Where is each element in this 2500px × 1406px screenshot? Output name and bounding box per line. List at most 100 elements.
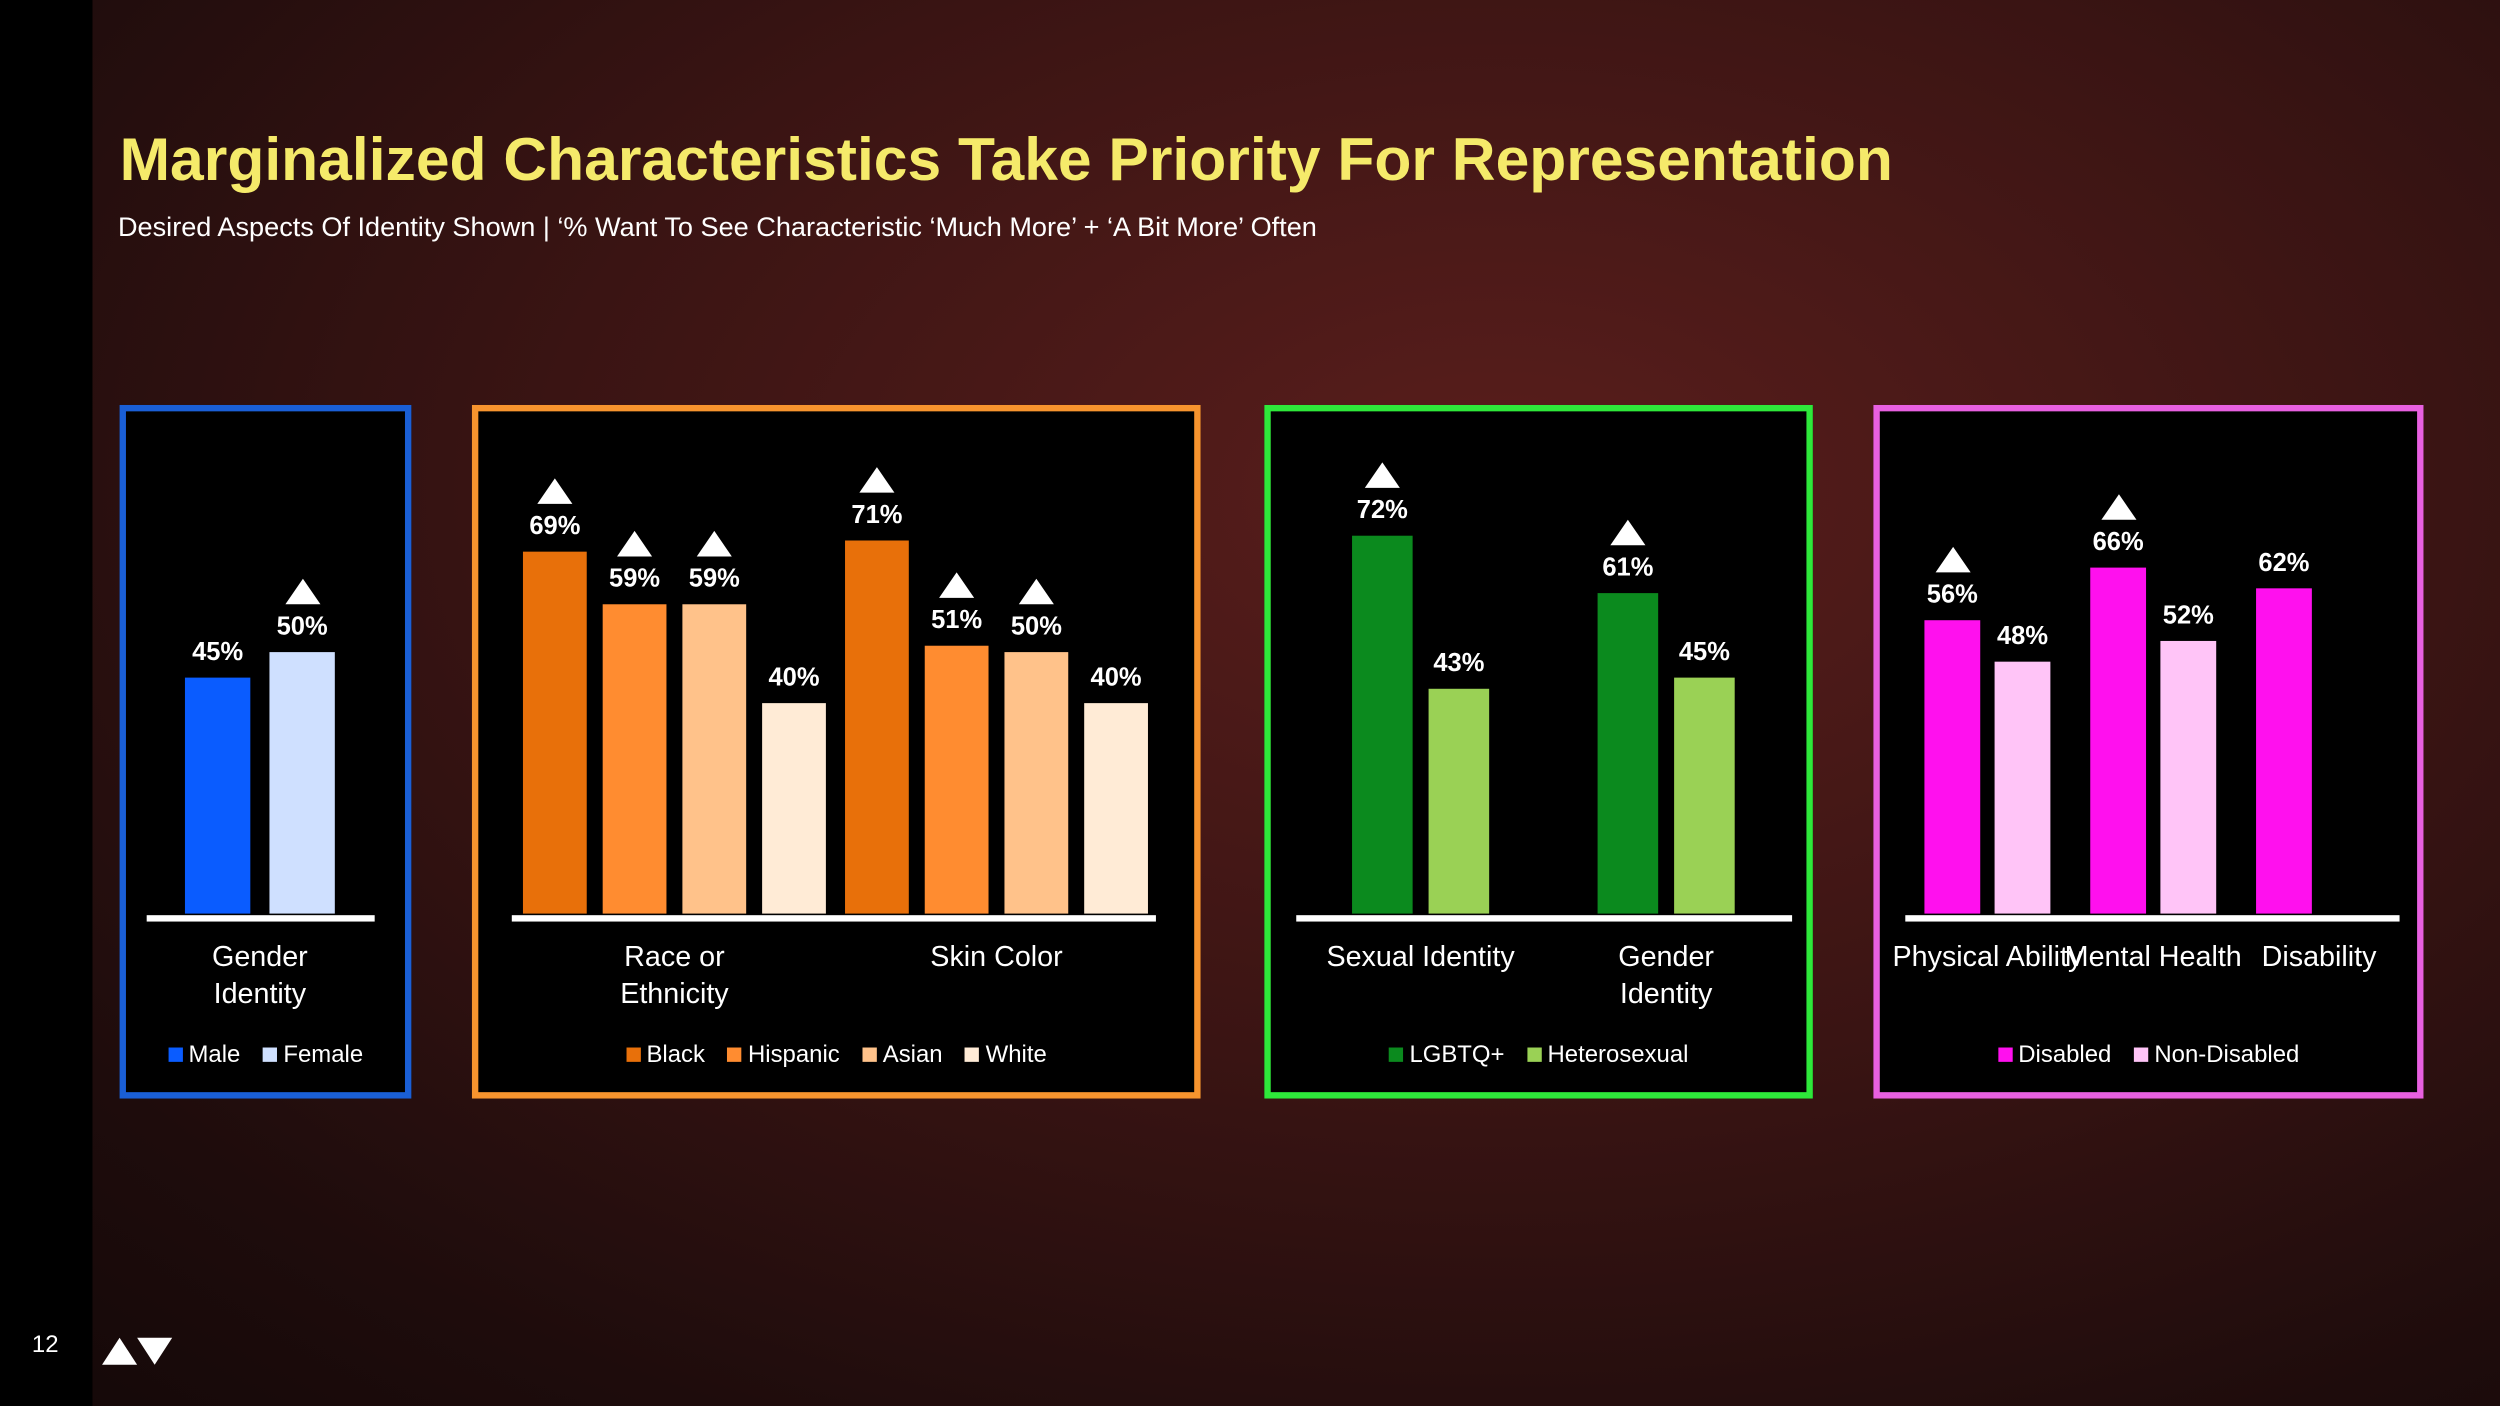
bar xyxy=(1428,688,1490,914)
significance-marker xyxy=(859,467,895,494)
legend: Black Hispanic Asian White xyxy=(625,1041,1047,1069)
logo xyxy=(102,1337,173,1365)
value-label: 72% xyxy=(1356,497,1408,525)
significance-marker xyxy=(1610,520,1646,546)
legend-label: Disabled xyxy=(2018,1041,2112,1069)
bar xyxy=(1924,619,1981,914)
baseline xyxy=(1905,915,2400,922)
value-label: 45% xyxy=(1678,639,1730,667)
category-label: Race or Ethnicity xyxy=(620,940,729,1010)
side-strip xyxy=(0,0,93,1406)
bar xyxy=(1004,651,1069,914)
value-label: 61% xyxy=(1602,555,1654,583)
bar xyxy=(1994,661,2051,914)
value-label: 50% xyxy=(276,613,328,641)
legend-swatch xyxy=(2133,1047,2149,1062)
significance-marker xyxy=(939,572,975,599)
legend-swatch xyxy=(862,1047,877,1062)
legend-swatch xyxy=(964,1047,980,1062)
legend-item: Female xyxy=(262,1041,364,1069)
legend-item: Asian xyxy=(862,1041,943,1068)
legend-label: White xyxy=(985,1041,1047,1069)
legend-item: Male xyxy=(167,1041,240,1068)
value-label: 71% xyxy=(851,502,903,530)
bar xyxy=(682,604,747,914)
category-label: Disability xyxy=(2261,940,2377,973)
baseline xyxy=(511,915,1156,922)
category-label: Skin Color xyxy=(930,940,1063,973)
legend: Disabled Non-Disabled xyxy=(1997,1041,2300,1069)
significance-marker xyxy=(284,577,320,604)
value-label: 62% xyxy=(2258,550,2310,578)
chart-frame xyxy=(471,404,1201,1099)
bar xyxy=(184,677,251,914)
baseline xyxy=(146,915,375,922)
category-label: Sexual Identity xyxy=(1326,940,1515,973)
bar xyxy=(924,646,989,914)
bar xyxy=(2090,567,2147,914)
bar xyxy=(2256,588,2312,914)
legend-swatch xyxy=(1997,1047,2012,1062)
legend: LGBTQ+ Heterosexual xyxy=(1388,1041,1689,1069)
legend-label: Heterosexual xyxy=(1547,1041,1689,1069)
category-label: Gender Identity xyxy=(212,940,308,1010)
legend-swatch xyxy=(167,1047,183,1062)
value-label: 69% xyxy=(529,513,581,541)
legend-label: Asian xyxy=(882,1041,943,1069)
title: Marginalized Characteristics Take Priori… xyxy=(119,127,1893,195)
category-label: Physical Ability xyxy=(1892,940,2083,973)
legend-item: Non-Disabled xyxy=(2133,1041,2300,1069)
category-label: Mental Health xyxy=(2064,940,2242,973)
value-label: 59% xyxy=(609,565,661,593)
bar xyxy=(269,651,335,914)
value-label: 48% xyxy=(1996,623,2049,651)
chart-frame xyxy=(119,404,412,1099)
legend-label: Hispanic xyxy=(747,1041,840,1069)
value-label: 50% xyxy=(1010,613,1062,641)
value-label: 45% xyxy=(192,639,244,667)
legend-label: Female xyxy=(283,1041,364,1069)
significance-marker xyxy=(1018,577,1054,604)
value-label: 66% xyxy=(2092,529,2144,557)
significance-marker xyxy=(537,478,573,504)
legend-label: Non-Disabled xyxy=(2154,1041,2300,1069)
legend-item: Hispanic xyxy=(727,1041,840,1069)
bar xyxy=(1084,703,1148,914)
legend-item: LGBTQ+ xyxy=(1388,1041,1505,1069)
value-label: 40% xyxy=(768,665,820,693)
legend-item: Black xyxy=(625,1041,705,1069)
significance-marker xyxy=(1364,462,1400,489)
legend-swatch xyxy=(1388,1047,1404,1062)
category-label: Gender Identity xyxy=(1618,940,1714,1010)
page-number: 12 xyxy=(31,1331,59,1359)
legend-label: LGBTQ+ xyxy=(1409,1041,1505,1069)
legend-swatch xyxy=(262,1047,278,1062)
value-label: 43% xyxy=(1433,649,1485,677)
legend-item: White xyxy=(964,1041,1047,1069)
legend-item: Heterosexual xyxy=(1526,1041,1689,1069)
value-label: 59% xyxy=(688,565,740,593)
subtitle: Desired Aspects Of Identity Shown | ‘% W… xyxy=(117,212,1317,243)
bar xyxy=(602,604,667,914)
value-label: 51% xyxy=(931,607,983,635)
legend-swatch xyxy=(1526,1047,1542,1062)
baseline xyxy=(1296,915,1793,922)
significance-marker xyxy=(617,530,653,557)
legend: Male Female xyxy=(167,1041,364,1069)
bar xyxy=(762,703,826,914)
significance-marker xyxy=(2100,494,2136,520)
significance-marker xyxy=(696,530,732,557)
significance-marker xyxy=(1934,546,1970,572)
legend-label: Black xyxy=(646,1041,705,1069)
legend-swatch xyxy=(625,1047,641,1062)
legend-item: Disabled xyxy=(1997,1041,2112,1069)
bar xyxy=(1674,677,1735,914)
bar xyxy=(845,541,909,914)
value-label: 56% xyxy=(1926,581,1978,609)
bar xyxy=(1597,593,1659,914)
bar xyxy=(522,551,587,914)
value-label: 40% xyxy=(1090,665,1142,693)
legend-swatch xyxy=(727,1047,742,1062)
